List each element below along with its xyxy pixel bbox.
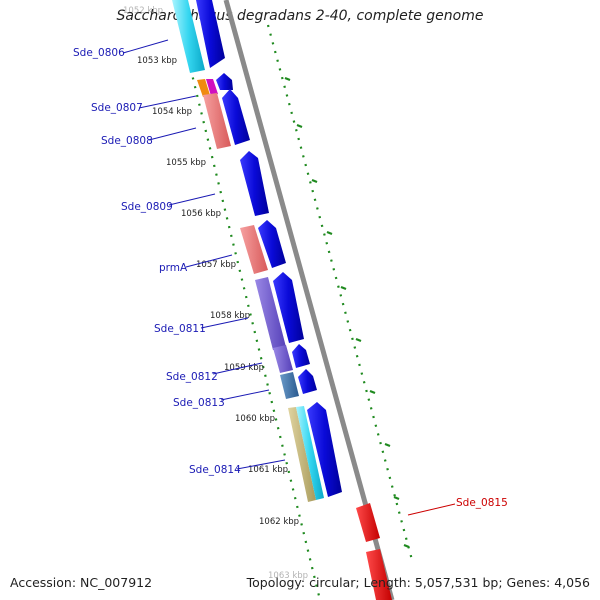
- cds-sde0812-purple[interactable]: [273, 345, 293, 373]
- kbp-label: 1063 kbp: [268, 571, 308, 581]
- cds-sde0806-blue[interactable]: [196, 0, 225, 68]
- kbp-label: 1062 kbp: [259, 517, 299, 527]
- gene-label-sde0811[interactable]: Sde_0811: [154, 323, 206, 335]
- outer-major-ticks: [284, 76, 410, 549]
- cds-prmA-salmon[interactable]: [240, 225, 268, 274]
- gene-label-sde0815[interactable]: Sde_0815: [456, 497, 508, 509]
- cds-sde0807-magenta[interactable]: [206, 79, 218, 96]
- kbp-label: 1057 kbp: [196, 260, 236, 270]
- kbp-labels: 1052 kbp 1053 kbp 1054 kbp 1055 kbp 1056…: [123, 6, 308, 581]
- gene-label-prmA[interactable]: prmA: [159, 262, 188, 274]
- cds-sde0809-blue[interactable]: [240, 151, 269, 216]
- cds-sde0811-blue[interactable]: [273, 272, 304, 343]
- cds-sde0807-orange[interactable]: [197, 79, 210, 97]
- accession-text: Accession: NC_007912: [10, 575, 153, 590]
- gene-label-sde0809[interactable]: Sde_0809: [121, 201, 173, 213]
- kbp-label: 1059 kbp: [224, 363, 264, 373]
- cds-prmA-blue[interactable]: [258, 220, 286, 268]
- cds-sde0815-red[interactable]: [356, 503, 380, 542]
- summary-text: Topology: circular; Length: 5,057,531 bp…: [246, 575, 590, 590]
- kbp-label: 1060 kbp: [235, 414, 275, 424]
- kbp-label: 1055 kbp: [166, 158, 206, 168]
- gene-label-sde0807[interactable]: Sde_0807: [91, 102, 143, 114]
- genome-backbone: [223, 0, 395, 600]
- kbp-label: 1061 kbp: [248, 465, 288, 475]
- kbp-label: 1053 kbp: [137, 56, 177, 66]
- cds-sde0813-steel[interactable]: [280, 372, 299, 399]
- kbp-label: 1058 kbp: [210, 311, 250, 321]
- kbp-label: 1052 kbp: [123, 6, 163, 16]
- cds-sde0808-salmon[interactable]: [203, 93, 231, 149]
- gene-label-sde0812[interactable]: Sde_0812: [166, 371, 218, 383]
- cds-sde0806-cyan[interactable]: [172, 0, 205, 73]
- cds-sde0807-blue-arrow[interactable]: [216, 73, 233, 90]
- cds-sde0812-blue[interactable]: [292, 344, 310, 368]
- kbp-label: 1056 kbp: [181, 209, 221, 219]
- cds-sde0815-red-2[interactable]: [366, 549, 392, 600]
- cds-sde0813-blue[interactable]: [298, 369, 317, 394]
- gene-label-sde0813[interactable]: Sde_0813: [173, 397, 225, 409]
- cds-sde0811-purple[interactable]: [255, 277, 286, 350]
- gene-label-sde0806[interactable]: Sde_0806: [73, 47, 125, 59]
- gene-labels: Sde_0806 Sde_0807 Sde_0808 Sde_0809 prmA…: [73, 39, 508, 516]
- cds-sde0814-khaki[interactable]: [288, 407, 316, 502]
- gene-label-sde0808[interactable]: Sde_0808: [101, 135, 153, 147]
- cds-sde0808-blue[interactable]: [222, 89, 250, 145]
- cds-sde0814-blue[interactable]: [307, 402, 342, 497]
- gene-label-sde0814[interactable]: Sde_0814: [189, 464, 241, 476]
- kbp-label: 1054 kbp: [152, 107, 192, 117]
- cds-sde0814-cyan[interactable]: [296, 406, 324, 500]
